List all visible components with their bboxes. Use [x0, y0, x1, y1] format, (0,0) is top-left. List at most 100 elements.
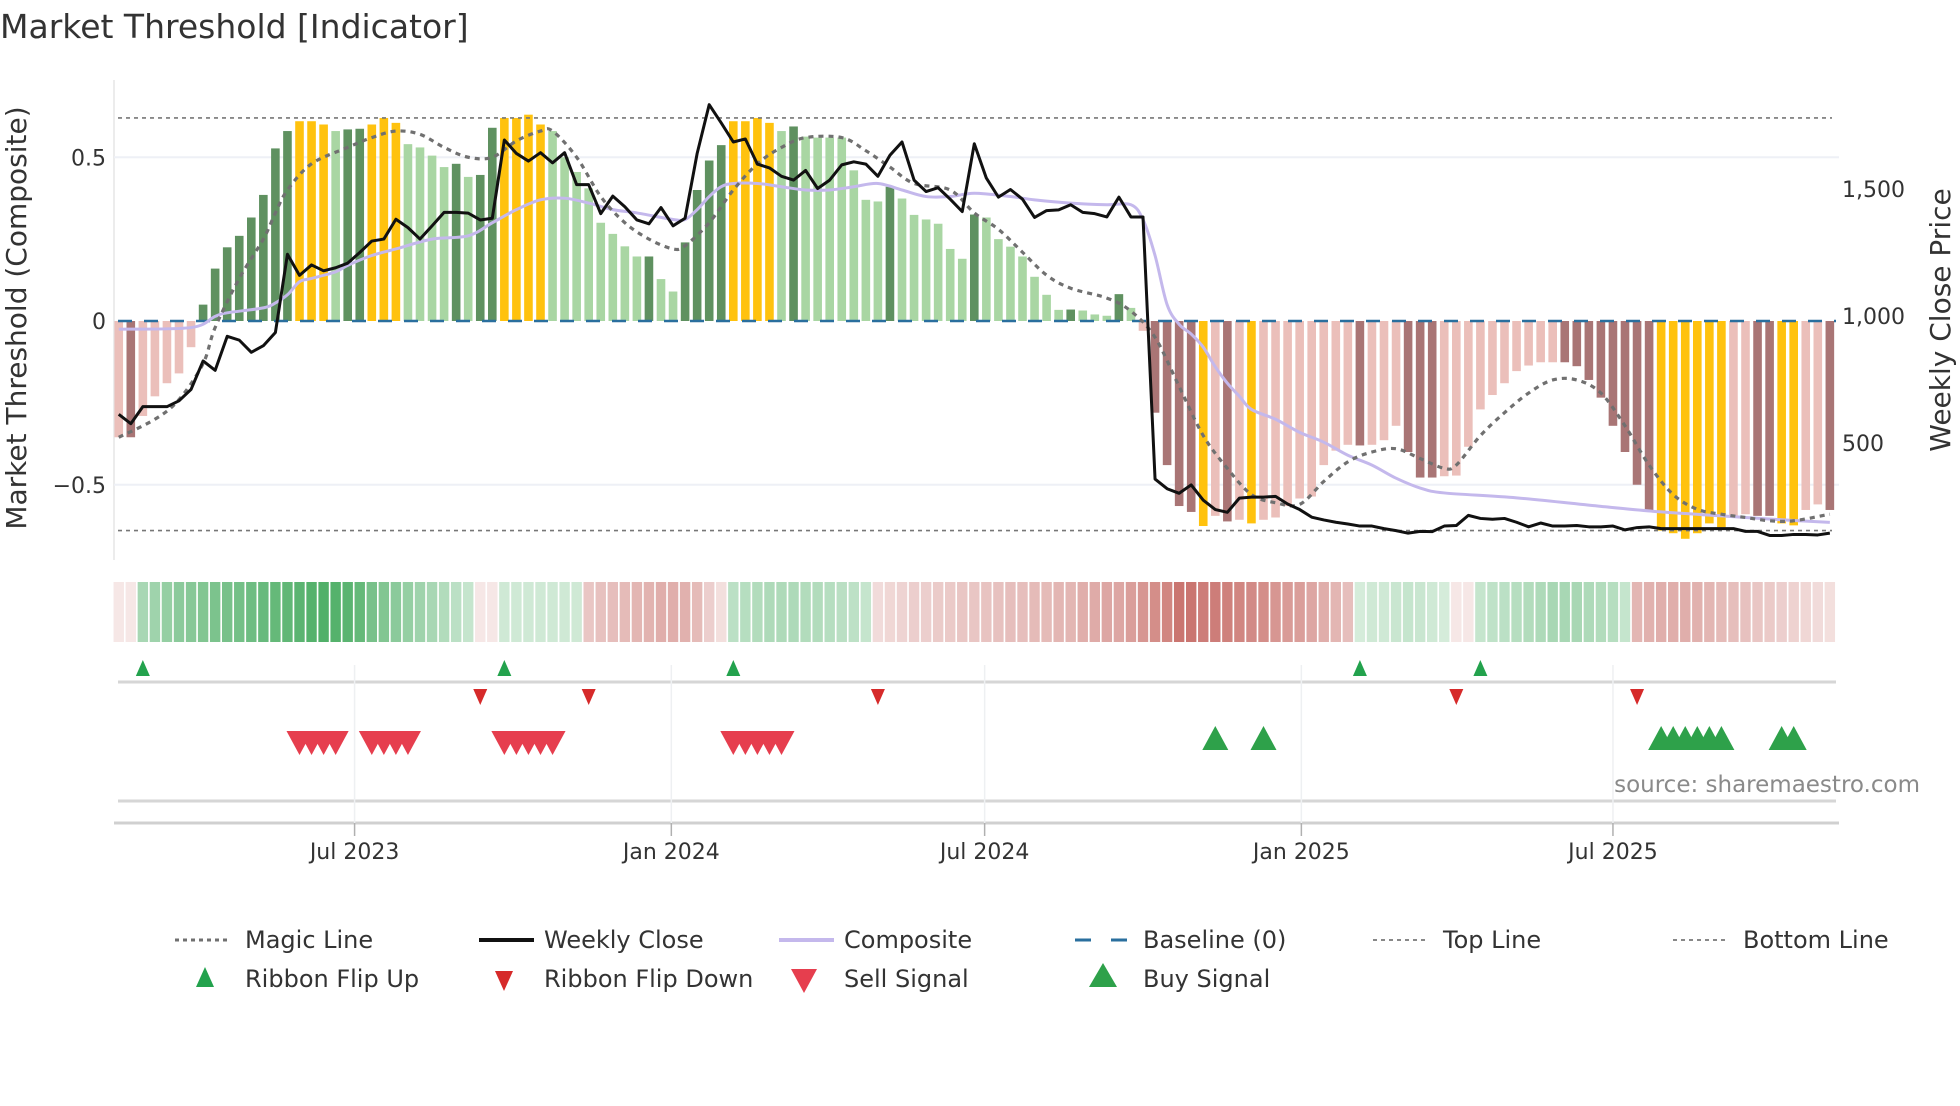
- ribbon-cell: [957, 582, 968, 642]
- composite-bar: [692, 190, 702, 321]
- composite-bar: [1560, 321, 1570, 363]
- composite-bar: [126, 321, 136, 438]
- composite-bar: [1801, 321, 1811, 510]
- ribbon-flip-down-marker: [473, 689, 488, 705]
- composite-bar: [186, 321, 196, 348]
- composite-bar: [1054, 309, 1063, 321]
- ribbon-cell: [776, 582, 787, 642]
- ribbon-cell: [1680, 582, 1691, 642]
- ribbon-cell: [1053, 582, 1064, 642]
- ribbon-cell: [294, 582, 305, 642]
- composite-bar: [210, 268, 220, 321]
- composite-bar: [1259, 321, 1268, 520]
- weekly-close-line: [117, 103, 1831, 537]
- legend-symbol-sell: [791, 969, 817, 993]
- ribbon-cell: [848, 582, 859, 642]
- ribbon-cell: [1824, 582, 1836, 642]
- ribbon-cell: [318, 582, 329, 642]
- composite-bar: [222, 247, 232, 321]
- composite-bar: [500, 117, 509, 321]
- ribbon-cell: [607, 582, 618, 642]
- legend-item-buy: Buy Signal: [1089, 963, 1270, 993]
- ribbon-cell: [463, 582, 474, 642]
- legend-item-top: Top Line: [1373, 926, 1541, 954]
- composite-bar: [716, 145, 726, 321]
- ribbon-cell: [1258, 582, 1269, 642]
- ribbon-cell: [1583, 582, 1595, 642]
- composite-bar: [777, 131, 786, 321]
- ribbon-cell: [547, 582, 558, 642]
- ribbon-cell: [1234, 582, 1245, 642]
- ribbon-cell: [1390, 582, 1402, 642]
- composite-bar: [1018, 256, 1027, 321]
- ribbon-cell: [908, 582, 920, 642]
- ribbon-flip-down-marker: [1630, 689, 1645, 705]
- composite-bar: [885, 186, 895, 321]
- composite-bar: [1319, 321, 1329, 466]
- composite-bar: [608, 233, 618, 321]
- legend-label: Ribbon Flip Down: [544, 965, 753, 993]
- composite-bar: [475, 174, 485, 321]
- ribbon-cell: [896, 582, 908, 642]
- ribbon-cell: [1655, 582, 1667, 642]
- ribbon-cell: [1294, 582, 1305, 642]
- legend-item-magic: Magic Line: [175, 926, 373, 954]
- ribbon-cell: [860, 582, 872, 642]
- composite-bar: [463, 176, 473, 321]
- legend-item-flip-up: Ribbon Flip Up: [196, 965, 419, 993]
- ribbon-flip-up-marker: [1473, 660, 1488, 676]
- ribbon-cell: [1571, 582, 1582, 642]
- composite-bar: [1138, 321, 1148, 331]
- composite-bar: [909, 214, 919, 321]
- x-tick-label: Jul 2024: [938, 840, 1030, 865]
- ribbon-cell: [1487, 582, 1498, 642]
- composite-bar: [1476, 321, 1485, 410]
- composite-bar: [367, 124, 377, 321]
- ribbon-cell: [1752, 582, 1763, 642]
- ribbon-cell: [1065, 582, 1076, 642]
- composite-bar: [1223, 321, 1232, 522]
- composite-bar: [970, 214, 979, 321]
- ribbon-cell: [679, 582, 691, 642]
- ribbon-cell: [1089, 582, 1100, 642]
- composite-bar: [1813, 321, 1823, 505]
- composite-bar: [1367, 321, 1377, 445]
- composite-bar: [247, 217, 256, 321]
- composite-bar: [560, 157, 569, 321]
- composite-bar: [1705, 321, 1714, 524]
- x-tick-label: Jul 2025: [1566, 840, 1658, 865]
- ribbon-cell: [1017, 582, 1028, 642]
- ribbon-cell: [836, 582, 847, 642]
- composite-bar: [1379, 321, 1389, 441]
- sell-signal-marker: [539, 731, 566, 755]
- composite-bar: [271, 148, 280, 321]
- legend-item-close: Weekly Close: [479, 926, 704, 954]
- composite-bar: [198, 304, 208, 321]
- composite-bar: [355, 128, 365, 321]
- ribbon-cell: [1499, 582, 1510, 642]
- ribbon-cell: [932, 582, 944, 642]
- composite-bar: [1114, 294, 1124, 321]
- ribbon-cell: [1330, 582, 1341, 642]
- composite-bar: [150, 321, 160, 397]
- ribbon-cell: [1378, 582, 1390, 642]
- ribbon-cell: [788, 582, 799, 642]
- composite-bar: [1500, 321, 1509, 384]
- ribbon-cell: [1306, 582, 1317, 642]
- composite-bar: [837, 137, 847, 321]
- composite-bar: [1452, 321, 1461, 476]
- ribbon-cell: [1728, 582, 1739, 642]
- composite-bar: [1680, 321, 1690, 539]
- composite-bar: [451, 163, 461, 321]
- composite-bar: [536, 124, 545, 321]
- composite-bar: [403, 144, 413, 321]
- composite-bar: [741, 121, 750, 321]
- composite-bar: [620, 246, 630, 321]
- composite-bar: [1415, 321, 1425, 478]
- ribbon-cell: [161, 582, 173, 642]
- legend-label: Magic Line: [245, 926, 373, 954]
- composite-bar: [1825, 321, 1835, 510]
- ribbon-cell: [1342, 582, 1354, 642]
- composite-bar: [729, 121, 738, 321]
- legend-item-bottom: Bottom Line: [1673, 926, 1889, 954]
